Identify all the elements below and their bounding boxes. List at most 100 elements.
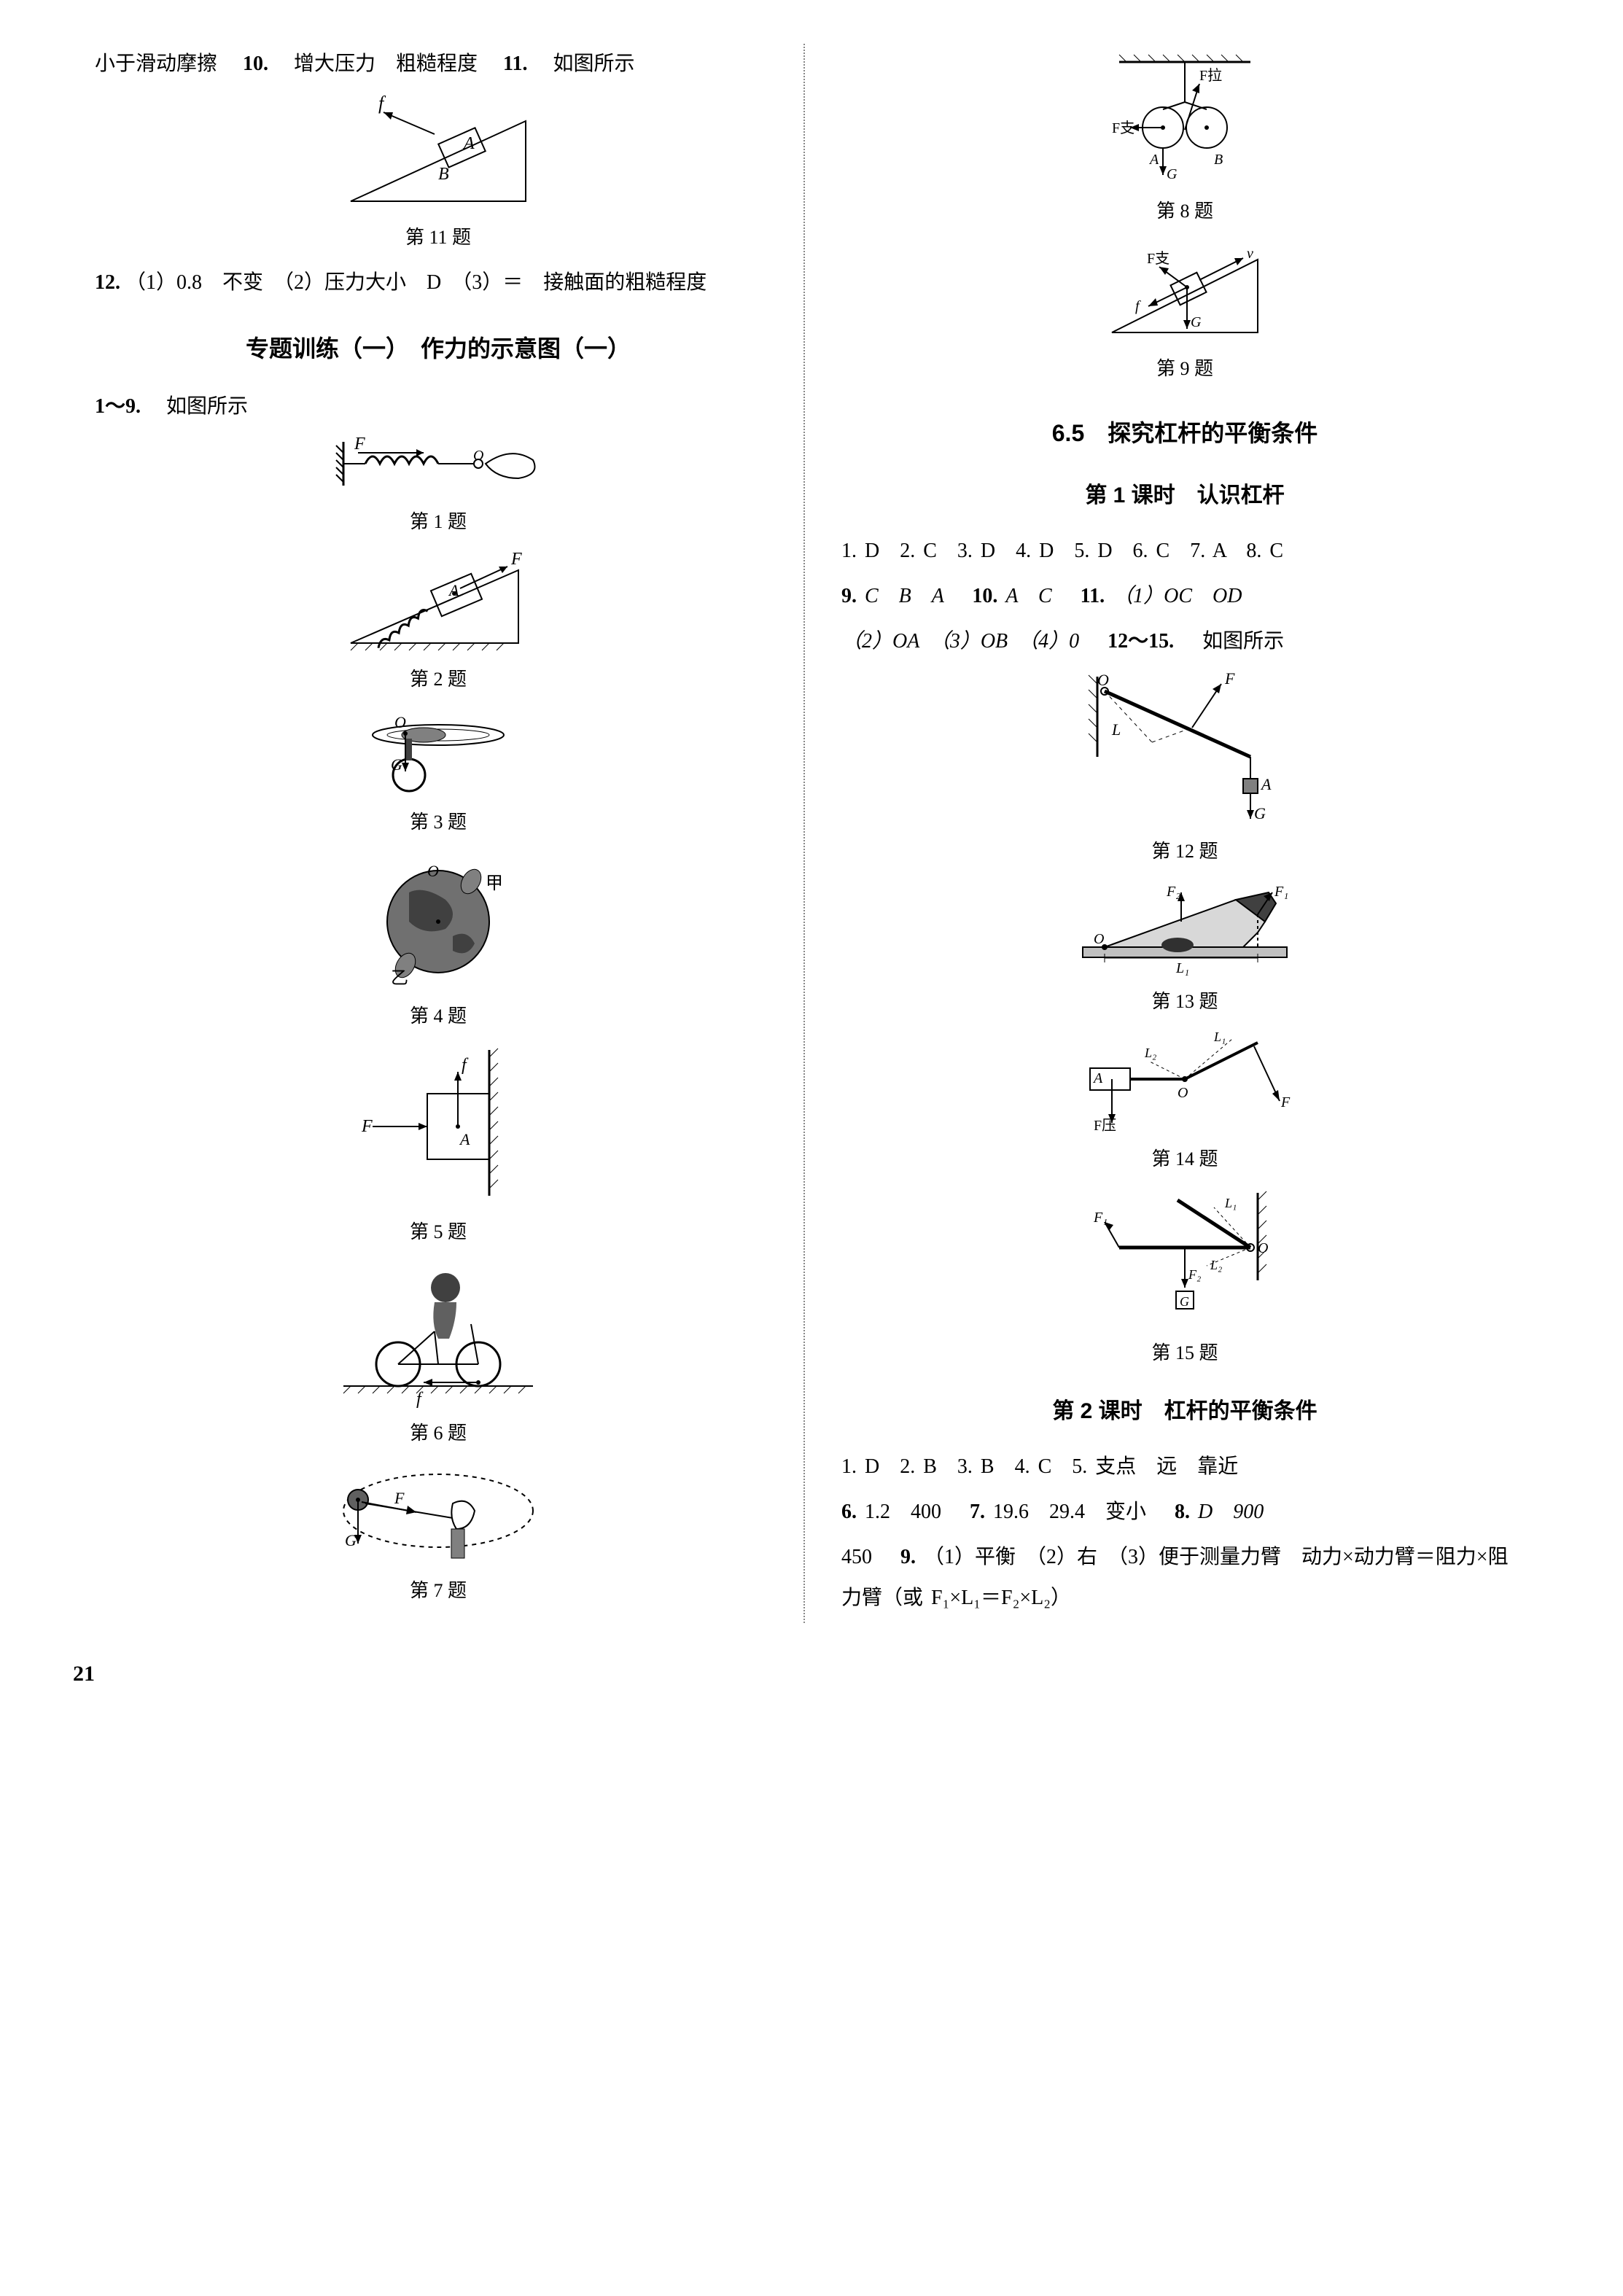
label-f: f bbox=[462, 1056, 469, 1075]
text: D 900 bbox=[1198, 1501, 1264, 1523]
fig3-caption: 第 3 题 bbox=[95, 803, 782, 841]
label-F2: F₂ bbox=[1166, 884, 1180, 900]
text: 1. D 2. B 3. B 4. C 5. 支点 远 靠近 bbox=[841, 1455, 1238, 1478]
heading-topic-1: 专题训练（一） 作力的示意图（一） bbox=[95, 325, 782, 372]
label-Fla: F拉 bbox=[1199, 67, 1222, 84]
fig5-caption: 第 5 题 bbox=[95, 1213, 782, 1251]
label-O: O bbox=[473, 448, 483, 464]
label-F2: F₂ bbox=[1188, 1267, 1201, 1282]
fig9-svg: F支 v f G bbox=[1090, 238, 1280, 347]
q7-num: 7. bbox=[970, 1501, 985, 1523]
label-Fya: F压 bbox=[1094, 1118, 1116, 1134]
label-A: A bbox=[462, 134, 475, 153]
fig15-caption: 第 15 题 bbox=[841, 1334, 1528, 1372]
label-G: G bbox=[345, 1531, 357, 1549]
text: 增大压力 粗糙程度 bbox=[273, 52, 498, 75]
label-F: F bbox=[510, 550, 522, 569]
label-B: B bbox=[1214, 152, 1223, 168]
figure-11: f A B 第 11 题 bbox=[95, 92, 782, 257]
text: （1）OC OD bbox=[1113, 585, 1242, 607]
q6-num: 6. bbox=[841, 1501, 857, 1523]
label-F: F bbox=[361, 1117, 373, 1136]
label-L1: L₁ bbox=[1224, 1196, 1237, 1210]
figure-1: F O 第 1 题 bbox=[95, 435, 782, 541]
subheading-lesson1: 第 1 课时 认识杠杆 bbox=[841, 474, 1528, 518]
label-Fzhi: F支 bbox=[1112, 120, 1134, 136]
q11-num: 11. bbox=[1081, 585, 1105, 607]
label-O: O bbox=[427, 862, 439, 880]
text: （1）平衡 （2）右 （3）便于测量力臂 动力×动力臂＝阻力×阻力臂（或 F₁×… bbox=[841, 1546, 1509, 1609]
figure-4: O 甲 乙 第 4 题 bbox=[95, 849, 782, 1035]
fig2-caption: 第 2 题 bbox=[95, 661, 782, 698]
label-F1: F₁ bbox=[1093, 1210, 1108, 1226]
fig6-svg: f bbox=[329, 1258, 548, 1412]
figure-6: f 第 6 题 bbox=[95, 1258, 782, 1452]
label-A: A bbox=[1260, 775, 1272, 793]
fig12-svg: O L F A G bbox=[1068, 669, 1301, 830]
label-yi: 乙 bbox=[391, 969, 408, 988]
q10-num: 10. bbox=[972, 585, 997, 607]
label-G: G bbox=[391, 755, 402, 774]
q9-num: 9. bbox=[841, 585, 857, 607]
fig1-svg: F O bbox=[314, 435, 562, 500]
left-column: 小于滑动摩擦 10. 增大压力 粗糙程度 11. 如图所示 f A B 第 11… bbox=[73, 44, 805, 1623]
label-O: O bbox=[1094, 931, 1104, 947]
answers-l1-line2: 9. C B A 10. A C 11. （1）OC OD bbox=[841, 576, 1528, 617]
label-jia: 甲 bbox=[486, 874, 503, 893]
fig15-svg: G O F₁ F₂ L₁ L₂ bbox=[1075, 1186, 1294, 1331]
fig4-caption: 第 4 题 bbox=[95, 997, 782, 1035]
q10-num: 10. bbox=[243, 52, 268, 75]
text: 1.2 400 bbox=[865, 1501, 962, 1523]
q8-num: 8. bbox=[1175, 1501, 1190, 1523]
text: 如图所示 bbox=[1182, 630, 1284, 653]
label-F1: F₁ bbox=[1274, 884, 1288, 900]
label-v: v bbox=[1247, 246, 1253, 262]
fig14-svg: A O F压 F L₂ L₁ bbox=[1068, 1028, 1301, 1137]
fig8-svg: F拉 F支 A B G bbox=[1090, 51, 1280, 190]
q11-num: 11. bbox=[503, 52, 527, 75]
label-O: O bbox=[1258, 1240, 1268, 1256]
label-f: f bbox=[416, 1390, 424, 1409]
left-intro-1: 小于滑动摩擦 10. 增大压力 粗糙程度 11. 如图所示 bbox=[95, 44, 782, 85]
text: （2）OA （3）OB （4）0 bbox=[841, 630, 1099, 653]
fig9-caption: 第 9 题 bbox=[841, 350, 1528, 388]
fig8-caption: 第 8 题 bbox=[841, 192, 1528, 230]
figure-15: G O F₁ F₂ L₁ L₂ 第 15 题 bbox=[841, 1186, 1528, 1372]
label-Fzhi: F支 bbox=[1147, 250, 1169, 267]
right-column: F拉 F支 A B G 第 8 题 F支 bbox=[805, 44, 1550, 1623]
q12-line: 12. （1）0.8 不变 （2）压力大小 D （3）＝ 接触面的粗糙程度 bbox=[95, 262, 782, 303]
label-G: G bbox=[1191, 314, 1202, 330]
figure-12: O L F A G 第 12 题 bbox=[841, 669, 1528, 871]
q12-text: （1）0.8 不变 （2）压力大小 D （3）＝ 接触面的粗糙程度 bbox=[125, 271, 707, 294]
text: 450 bbox=[841, 1546, 892, 1568]
text: 如图所示 bbox=[533, 52, 635, 75]
label-f: f bbox=[1135, 298, 1141, 314]
label-B: B bbox=[438, 165, 449, 184]
figure-2: F A 第 2 题 bbox=[95, 548, 782, 698]
text: 19.6 29.4 变小 bbox=[993, 1501, 1167, 1523]
fig5-svg: f F A bbox=[343, 1043, 533, 1210]
fig4-svg: O 甲 乙 bbox=[351, 849, 526, 995]
fig13-caption: 第 13 题 bbox=[841, 983, 1528, 1021]
label-L2: L₂ bbox=[1210, 1258, 1222, 1272]
label-O: O bbox=[1097, 671, 1109, 689]
figure-9: F支 v f G 第 9 题 bbox=[841, 238, 1528, 388]
heading-65: 6.5 探究杠杆的平衡条件 bbox=[841, 410, 1528, 456]
fig12-caption: 第 12 题 bbox=[841, 833, 1528, 871]
figure-14: A O F压 F L₂ L₁ 第 14 题 bbox=[841, 1028, 1528, 1178]
label-A: A bbox=[459, 1130, 470, 1148]
text: 小于滑动摩擦 bbox=[95, 52, 238, 75]
q1-9-line: 1～9. 如图所示 bbox=[95, 386, 782, 427]
label-L1: L₁ bbox=[1213, 1030, 1226, 1044]
q1-9-num: 1～9. bbox=[95, 395, 141, 418]
fig2-svg: F A bbox=[329, 548, 548, 658]
label-A: A bbox=[1148, 152, 1159, 168]
label-G: G bbox=[1254, 804, 1266, 822]
label-F: F bbox=[1224, 669, 1235, 688]
fig7-caption: 第 7 题 bbox=[95, 1572, 782, 1610]
fig7-svg: G F bbox=[322, 1460, 555, 1569]
fig6-caption: 第 6 题 bbox=[95, 1414, 782, 1452]
answers-l1-line1: 1. D 2. C 3. D 4. D 5. D 6. C 7. A 8. C bbox=[841, 531, 1528, 572]
label-F: F bbox=[394, 1489, 405, 1507]
figure-13: O F₂ F₁ L₁ 第 13 题 bbox=[841, 878, 1528, 1021]
